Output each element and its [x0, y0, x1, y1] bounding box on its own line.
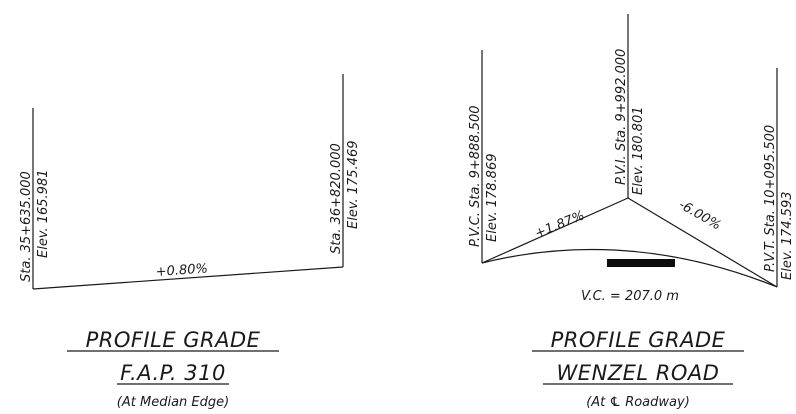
left-end-elev-label: Elev. 175.469 [346, 141, 361, 229]
vertical-curve-marker-bar [607, 259, 675, 267]
left-start-elev-label: Elev. 165.981 [36, 170, 51, 258]
left-grade-line [32, 266, 344, 290]
pvi-station-label: P.V.I. Sta. 9+992.000 [614, 49, 629, 185]
pvt-station-label: P.V.T. Sta. 10+095.500 [763, 125, 778, 272]
vertical-curve [481, 248, 778, 288]
tangent-in-line [481, 197, 629, 264]
pvc-elev-label: Elev. 178.869 [485, 154, 500, 242]
left-title: PROFILE GRADE [86, 328, 261, 352]
grade-in-label: +1.87% [533, 208, 587, 241]
left-end-station-label: Sta. 36+820.000 [329, 143, 344, 254]
grade-out-label: -6.00% [676, 197, 723, 233]
pvc-station-label: P.V.C. Sta. 9+888.500 [468, 105, 483, 247]
left-subtitle: F.A.P. 310 [120, 361, 226, 385]
left-note: (At Median Edge) [117, 395, 229, 410]
right-profile: P.V.C. Sta. 9+888.500 Elev. 178.869 P.V.… [468, 14, 795, 410]
pvi-elev-label: Elev. 180.801 [631, 107, 646, 195]
right-note: (At ℄ Roadway) [586, 395, 690, 410]
tangent-out-line [627, 197, 778, 288]
left-profile: Sta. 35+635.000 Elev. 165.981 Sta. 36+82… [19, 74, 361, 410]
left-grade-label: +0.80% [155, 261, 208, 280]
pvt-elev-label: Elev. 174.593 [780, 192, 795, 280]
left-start-station-label: Sta. 35+635.000 [19, 171, 34, 282]
vertical-curve-length-label: V.C. = 207.0 m [581, 289, 679, 304]
right-title: PROFILE GRADE [551, 328, 726, 352]
right-subtitle: WENZEL ROAD [557, 361, 720, 385]
